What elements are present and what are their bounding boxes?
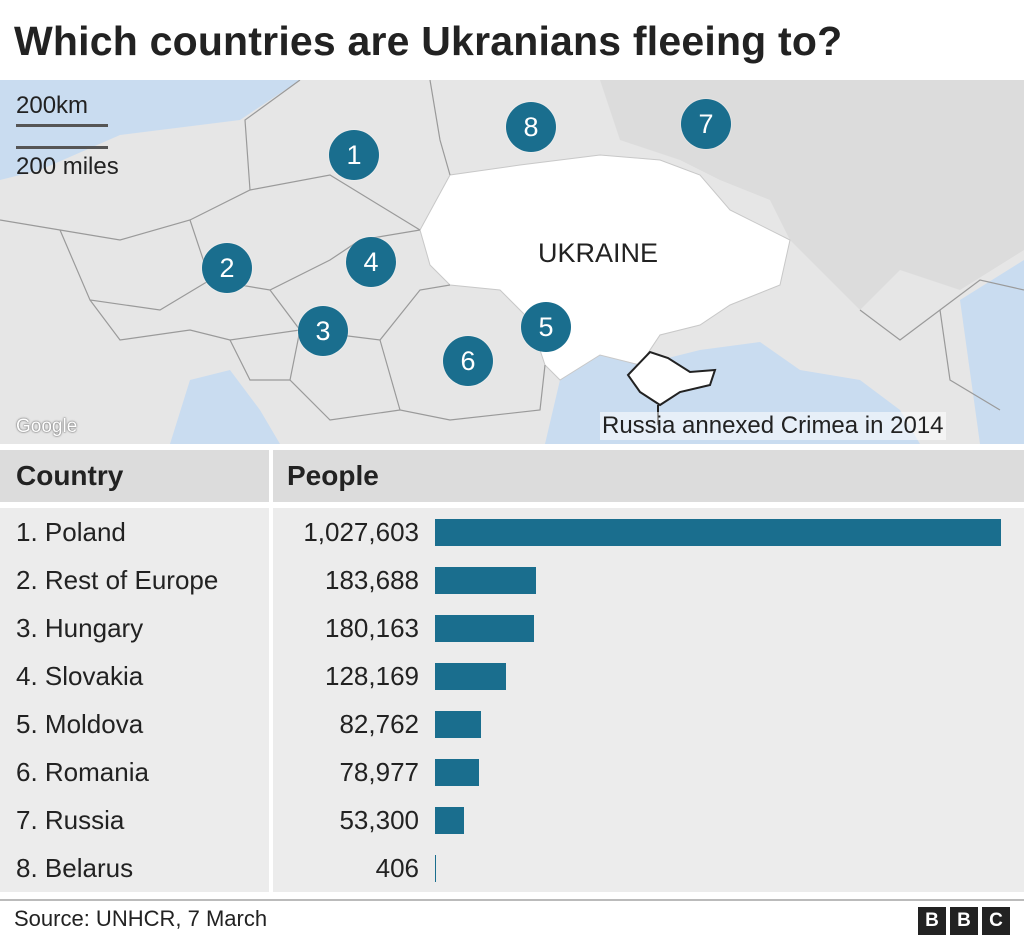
scale-km: 200km bbox=[16, 92, 89, 119]
table-header: Country People bbox=[0, 450, 1024, 502]
people-value: 128,169 bbox=[325, 661, 419, 691]
scale-bar-miles bbox=[16, 146, 108, 149]
country-label: 3. Hungary bbox=[16, 613, 144, 643]
people-bar bbox=[435, 567, 537, 594]
chart-title: Which countries are Ukranians fleeing to… bbox=[14, 18, 843, 64]
country-label: 1. Poland bbox=[16, 517, 126, 547]
table-body: 1. Poland 1,027,603 2. Rest of Europe 183,6… bbox=[0, 508, 1024, 892]
scale-bar-km bbox=[16, 124, 108, 127]
people-value: 78,977 bbox=[339, 757, 419, 787]
people-value: 1,027,603 bbox=[303, 517, 419, 547]
footer-rule bbox=[0, 899, 1024, 901]
ukraine-shape bbox=[419, 154, 791, 381]
column-divider bbox=[269, 450, 273, 892]
country-label: 8. Belarus bbox=[16, 853, 134, 883]
crimea-shape bbox=[626, 350, 717, 407]
people-bar bbox=[435, 807, 465, 834]
bbc-logo-letter: B bbox=[950, 907, 978, 935]
people-value: 406 bbox=[375, 853, 419, 883]
country-label: 4. Slovakia bbox=[16, 661, 144, 691]
table-row: 2. Rest of Europe 183,688 bbox=[0, 556, 1024, 604]
marker-slovakia: 4 bbox=[346, 237, 396, 287]
people-bar bbox=[435, 663, 506, 690]
bbc-logo-letter: B bbox=[918, 907, 946, 935]
marker-romania: 6 bbox=[443, 336, 493, 386]
people-value: 183,688 bbox=[325, 565, 419, 595]
people-bar bbox=[435, 855, 436, 882]
people-value: 180,163 bbox=[325, 613, 419, 643]
country-label: 6. Romania bbox=[16, 757, 149, 787]
table-row: 7. Russia 53,300 bbox=[0, 796, 1024, 844]
table-row: 3. Hungary 180,163 bbox=[0, 604, 1024, 652]
table-row: 5. Moldova 82,762 bbox=[0, 700, 1024, 748]
table-row: 1. Poland 1,027,603 bbox=[0, 508, 1024, 556]
bbc-logo-letter: C bbox=[982, 907, 1010, 935]
marker-belarus: 8 bbox=[506, 102, 556, 152]
marker-russia: 7 bbox=[681, 99, 731, 149]
people-bar bbox=[435, 519, 1001, 546]
marker-hungary: 3 bbox=[298, 306, 348, 356]
google-attribution: Google bbox=[16, 416, 78, 437]
marker-poland: 1 bbox=[329, 130, 379, 180]
baltic-sea bbox=[0, 80, 300, 180]
people-value: 82,762 bbox=[339, 709, 419, 739]
col-people-header: People bbox=[287, 460, 379, 491]
scale-miles: 200 miles bbox=[16, 153, 119, 180]
people-bar bbox=[435, 759, 479, 786]
country-label: 2. Rest of Europe bbox=[16, 565, 219, 595]
people-bar bbox=[435, 615, 535, 642]
col-country-header: Country bbox=[16, 460, 124, 491]
people-value: 53,300 bbox=[339, 805, 419, 835]
table-row: 6. Romania 78,977 bbox=[0, 748, 1024, 796]
caspian-edge bbox=[960, 260, 1024, 444]
marker-moldova: 5 bbox=[521, 302, 571, 352]
country-label: 5. Moldova bbox=[16, 709, 144, 739]
ukraine-label: UKRAINE bbox=[538, 238, 659, 268]
source-note: Source: UNHCR, 7 March bbox=[14, 906, 268, 931]
crimea-note: Russia annexed Crimea in 2014 bbox=[600, 412, 946, 440]
marker-rest-of-europe: 2 bbox=[202, 243, 252, 293]
table-row: 8. Belarus 406 bbox=[0, 844, 1024, 892]
bbc-logo: B B C bbox=[918, 907, 1010, 935]
map: 200km 200 miles UKRAINE Russia annexed C… bbox=[0, 80, 1024, 444]
country-label: 7. Russia bbox=[16, 805, 125, 835]
people-bar bbox=[435, 711, 481, 738]
table-row: 4. Slovakia 128,169 bbox=[0, 652, 1024, 700]
adriatic-sea bbox=[170, 370, 280, 444]
